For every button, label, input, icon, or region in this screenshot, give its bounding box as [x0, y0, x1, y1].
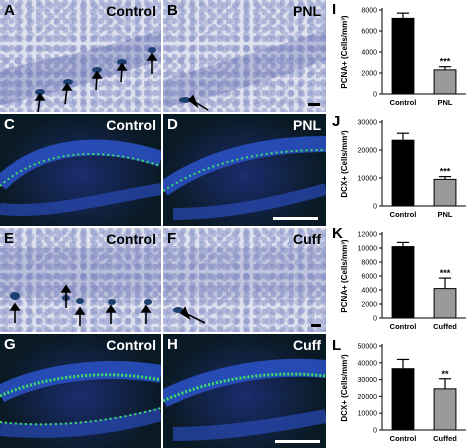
y-tick-label: 0: [373, 92, 377, 99]
significance-label: ***: [440, 268, 451, 278]
panel-title: Cuff: [293, 231, 321, 247]
y-axis-label: PCNA+ (Cells/mm³): [340, 239, 349, 312]
bar: [391, 17, 415, 95]
panel-letter: C: [4, 116, 15, 133]
y-tick-label: 40000: [358, 360, 378, 367]
panel-letter: G: [4, 336, 16, 353]
y-tick-label: 4000: [361, 50, 377, 57]
panel-letter: I: [332, 1, 336, 18]
panel-letter: A: [4, 2, 15, 19]
y-axis-label: DCX+ (Cells/mm³): [340, 354, 349, 422]
x-tick-label: PNL: [438, 98, 453, 107]
panel-letter: F: [167, 230, 177, 247]
y-tick-label: 30000: [358, 120, 378, 127]
x-tick-label: Control: [390, 322, 417, 331]
panel-b-pcna-pnl: B PNL: [163, 0, 326, 112]
panel-title: Control: [106, 3, 156, 19]
panel-title: Control: [106, 117, 156, 133]
panel-letter: K: [332, 225, 343, 242]
significance-label: ***: [440, 167, 451, 177]
y-tick-label: 6000: [361, 274, 377, 281]
panel-e-pcna-control: E Control: [0, 228, 161, 332]
panel-title: Control: [106, 231, 156, 247]
arrow-icon: [179, 306, 206, 324]
x-tick-label: Control: [390, 210, 417, 219]
panel-title: PNL: [293, 3, 321, 19]
x-tick-label: Control: [390, 98, 417, 107]
y-tick-label: 30000: [358, 377, 378, 384]
y-tick-label: 10000: [358, 411, 378, 418]
panel-title: PNL: [293, 117, 321, 133]
y-tick-label: 0: [373, 428, 377, 435]
panel-g-dcx-control: G Control: [0, 334, 161, 448]
bar: [391, 368, 415, 431]
y-tick-label: 8000: [361, 260, 377, 267]
y-axis-label: DCX+ (Cells/mm³): [340, 130, 349, 198]
panel-f-pcna-cuff: F Cuff: [163, 228, 326, 332]
panel-letter: J: [332, 113, 340, 130]
panel-a-pcna-control: A Control: [0, 0, 161, 112]
x-tick-label: PNL: [438, 210, 453, 219]
panel-h-dcx-cuff: H Cuff: [163, 334, 326, 448]
y-tick-label: 50000: [358, 344, 378, 351]
y-tick-label: 0: [373, 316, 377, 323]
panel-d-dcx-pnl: D PNL: [163, 114, 326, 226]
bar: [433, 69, 457, 95]
panel-letter: E: [4, 230, 15, 247]
panel-c-dcx-control: C Control: [0, 114, 161, 226]
arrow-icon: [34, 52, 158, 112]
arrow-icon: [9, 284, 152, 326]
bar: [391, 246, 415, 319]
y-tick-label: 6000: [361, 29, 377, 36]
scale-bar: [311, 324, 321, 327]
panel-letter: D: [167, 116, 178, 133]
panel-title: Cuff: [293, 337, 321, 353]
panel-letter: L: [332, 337, 341, 354]
x-tick-label: Control: [390, 434, 417, 443]
y-tick-label: 20000: [358, 394, 378, 401]
y-tick-label: 4000: [361, 288, 377, 295]
x-tick-label: Cuffed: [433, 434, 457, 443]
y-axis-label: PCNA+ (Cells/mm³): [340, 15, 349, 88]
significance-label: ***: [440, 57, 451, 67]
scale-bar: [308, 103, 320, 106]
panel-title: Control: [106, 337, 156, 353]
panel-letter: B: [167, 2, 178, 19]
y-tick-label: 10000: [358, 246, 378, 253]
bar: [391, 139, 415, 207]
y-tick-label: 20000: [358, 148, 378, 155]
bar: [433, 178, 457, 207]
significance-label: **: [441, 369, 449, 379]
bar: [433, 388, 457, 431]
y-tick-label: 0: [373, 204, 377, 211]
x-tick-label: Cuffed: [433, 322, 457, 331]
scale-bar: [273, 217, 318, 220]
y-tick-label: 2000: [361, 302, 377, 309]
panel-letter: H: [167, 336, 178, 353]
y-tick-label: 12000: [358, 232, 378, 239]
y-tick-label: 8000: [361, 8, 377, 15]
bar-chart-i: I PCNA+ (Cells/mm³) 0 2000 4000 6000 8000 Contr…: [332, 1, 466, 107]
arrow-icon: [187, 94, 209, 111]
bar: [433, 288, 457, 319]
scale-bar: [275, 440, 320, 443]
y-tick-label: 10000: [358, 176, 378, 183]
y-tick-label: 2000: [361, 71, 377, 78]
